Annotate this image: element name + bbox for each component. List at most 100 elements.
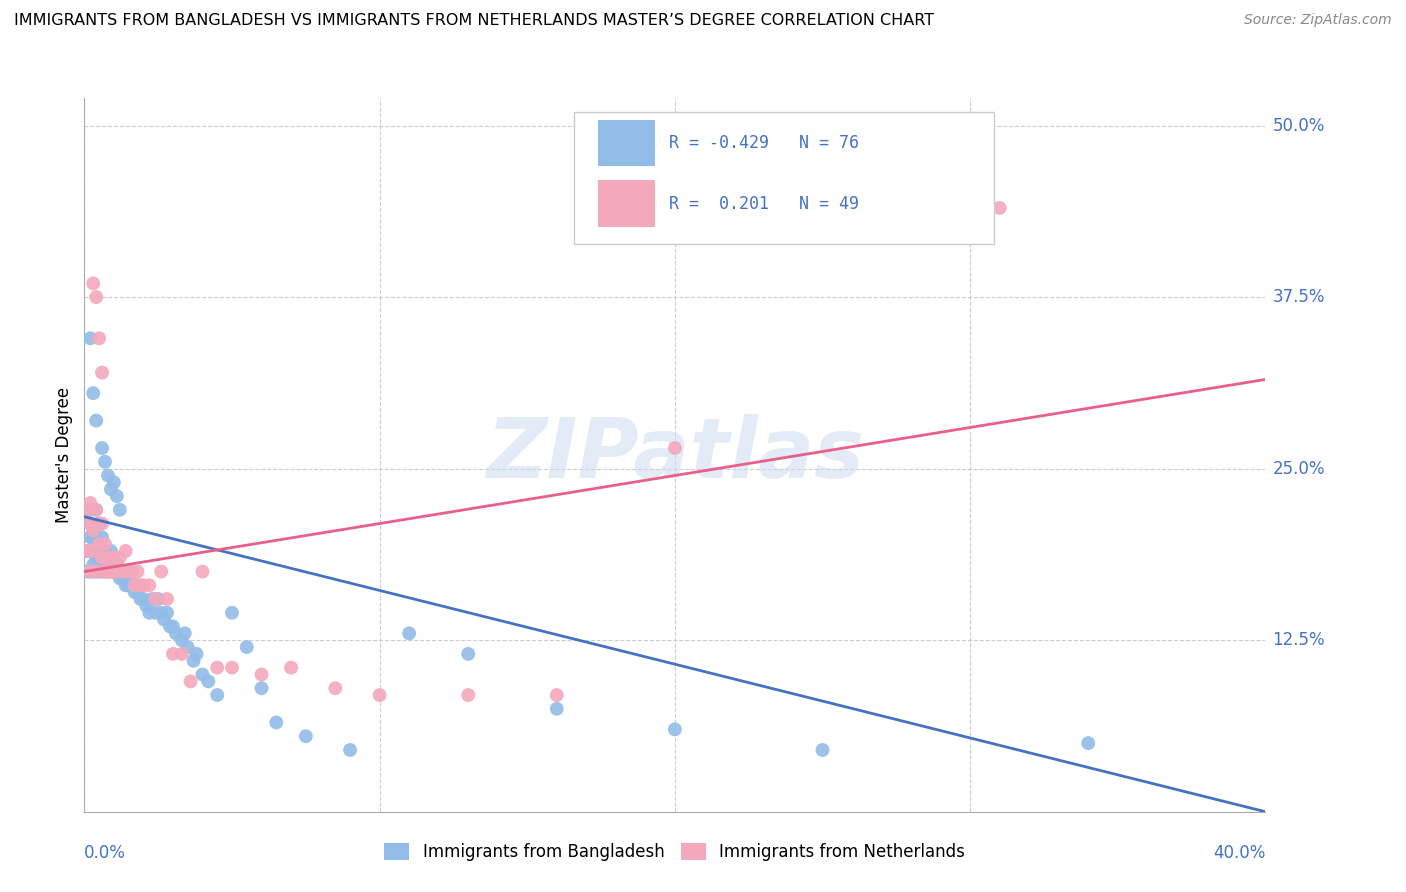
Point	[82, 544, 104, 558]
Point	[1077, 736, 1099, 750]
Point	[97, 565, 120, 579]
Point	[170, 647, 193, 661]
Point	[170, 633, 193, 648]
Point	[94, 565, 117, 579]
Point	[103, 475, 125, 490]
Point	[141, 592, 163, 607]
Point	[197, 674, 219, 689]
Point	[156, 592, 179, 607]
FancyBboxPatch shape	[598, 120, 655, 166]
Point	[153, 613, 176, 627]
Point	[250, 667, 273, 681]
Point	[84, 503, 107, 517]
Point	[82, 558, 104, 572]
Point	[100, 565, 122, 579]
Point	[165, 626, 187, 640]
Y-axis label: Master's Degree: Master's Degree	[55, 387, 73, 523]
Point	[97, 550, 120, 565]
Point	[79, 565, 101, 579]
Legend: Immigrants from Bangladesh, Immigrants from Netherlands: Immigrants from Bangladesh, Immigrants f…	[378, 836, 972, 868]
Text: 37.5%: 37.5%	[1272, 288, 1324, 306]
Point	[295, 729, 318, 743]
Point	[103, 550, 125, 565]
Point	[118, 571, 141, 585]
Point	[103, 565, 125, 579]
Point	[143, 606, 166, 620]
Point	[235, 640, 259, 654]
Point	[186, 647, 208, 661]
Point	[91, 565, 114, 579]
Point	[132, 592, 155, 607]
Point	[87, 565, 111, 579]
Point	[84, 503, 107, 517]
Point	[143, 592, 166, 607]
Text: ZIPatlas: ZIPatlas	[486, 415, 863, 495]
Point	[191, 565, 214, 579]
Text: 0.0%: 0.0%	[84, 844, 127, 862]
Text: IMMIGRANTS FROM BANGLADESH VS IMMIGRANTS FROM NETHERLANDS MASTER’S DEGREE CORREL: IMMIGRANTS FROM BANGLADESH VS IMMIGRANTS…	[14, 13, 934, 29]
Point	[91, 516, 114, 531]
Point	[664, 723, 686, 737]
Point	[82, 565, 104, 579]
Point	[79, 516, 101, 531]
Point	[114, 544, 136, 558]
Point	[76, 544, 98, 558]
Point	[84, 565, 107, 579]
Text: R = -0.429   N = 76: R = -0.429 N = 76	[669, 134, 859, 152]
Point	[87, 550, 111, 565]
Point	[79, 331, 101, 345]
Point	[180, 674, 202, 689]
Text: 12.5%: 12.5%	[1272, 632, 1324, 649]
Point	[339, 743, 361, 757]
Point	[82, 544, 104, 558]
Text: R =  0.201   N = 49: R = 0.201 N = 49	[669, 194, 859, 212]
Point	[87, 537, 111, 551]
Point	[221, 660, 243, 674]
Point	[108, 565, 131, 579]
Point	[323, 681, 347, 696]
Point	[118, 565, 141, 579]
Point	[124, 585, 146, 599]
Point	[111, 565, 134, 579]
Point	[84, 530, 107, 544]
Point	[205, 660, 228, 674]
Point	[82, 530, 104, 544]
Point	[87, 516, 111, 531]
Point	[221, 606, 243, 620]
Point	[138, 578, 160, 592]
Point	[82, 277, 104, 291]
Point	[100, 544, 122, 558]
FancyBboxPatch shape	[598, 180, 655, 227]
Point	[546, 702, 568, 716]
Point	[457, 688, 479, 702]
Point	[82, 524, 104, 538]
Text: 50.0%: 50.0%	[1272, 117, 1324, 135]
Point	[162, 647, 184, 661]
Point	[94, 455, 117, 469]
Point	[94, 544, 117, 558]
Point	[105, 489, 128, 503]
Point	[173, 626, 195, 640]
Point	[127, 585, 149, 599]
Point	[150, 606, 173, 620]
Point	[118, 578, 141, 592]
Point	[162, 619, 184, 633]
Point	[159, 619, 181, 633]
Text: Source: ZipAtlas.com: Source: ZipAtlas.com	[1244, 13, 1392, 28]
Point	[129, 592, 152, 607]
Point	[82, 386, 104, 401]
Point	[79, 496, 101, 510]
Point	[114, 578, 136, 592]
Point	[76, 503, 98, 517]
Point	[280, 660, 302, 674]
Point	[150, 565, 173, 579]
Point	[183, 654, 205, 668]
Point	[368, 688, 391, 702]
Point	[94, 550, 117, 565]
Point	[100, 482, 122, 496]
Point	[664, 441, 686, 455]
Point	[108, 550, 131, 565]
Text: 25.0%: 25.0%	[1272, 459, 1324, 477]
Point	[84, 565, 107, 579]
Point	[138, 606, 160, 620]
